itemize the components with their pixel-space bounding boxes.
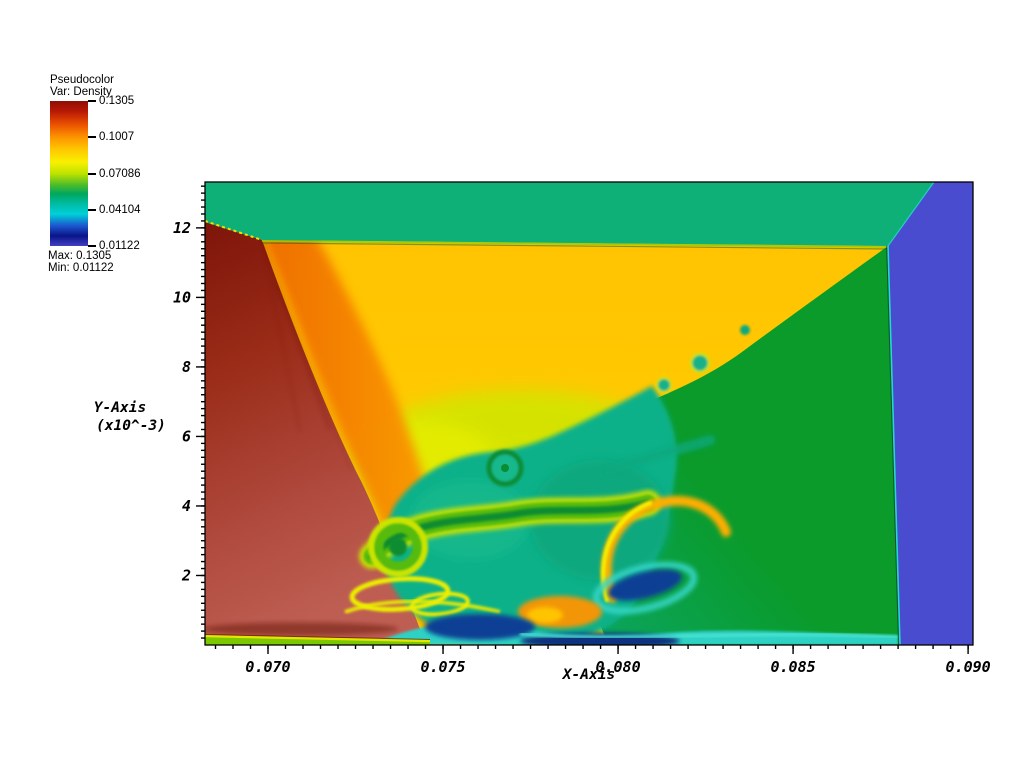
colorbar-tick-label: 0.1305	[99, 95, 135, 107]
legend-title: Pseudocolor	[50, 74, 114, 86]
navy-blob	[425, 614, 535, 640]
y-tick-label: 10	[173, 288, 191, 306]
colorbar-tick-label: 0.1007	[99, 131, 135, 144]
x-tick-label: 0.085	[770, 658, 815, 676]
bottom-wall-layers	[205, 614, 899, 645]
y-axis-title: Y-Axis	[94, 400, 146, 416]
colorbar-tick	[88, 136, 96, 139]
colorbar-tick-label: 0.01122	[99, 240, 140, 252]
colorbar-tick-label: 0.07086	[99, 167, 141, 180]
plot-border	[204, 181, 974, 646]
x-tick-label: 0.090	[946, 658, 991, 676]
colorbar-tick	[88, 245, 96, 247]
dotted-interface-line	[205, 220, 263, 241]
colorbar-tick-label: 0.04104	[99, 203, 141, 216]
y-tick-label: 2	[181, 566, 191, 584]
cyan-shock-edge	[887, 245, 901, 645]
colorbar-tick	[88, 100, 96, 102]
y-tick-label: 8	[182, 358, 191, 376]
region-emerald-band	[205, 182, 934, 246]
axes: 0.070 0.075 0.080 0.085 0.090 2 4 6 8 10 12	[173, 185, 991, 676]
x-tick-label: 0.080	[595, 658, 640, 676]
region-lime-strip	[205, 637, 430, 645]
legend-min-label: Min: 0.01122	[48, 262, 114, 274]
colorbar-tick	[88, 172, 96, 175]
colorbar	[50, 101, 88, 246]
colorbar-tick	[88, 208, 96, 211]
pseudocolor-field	[205, 182, 973, 645]
y-tick-label: 4	[182, 497, 191, 515]
legend-var-label: Var: Density	[50, 86, 112, 98]
y-axis-unit: (x10^-3)	[96, 418, 166, 434]
wedge-shock-streaks	[260, 239, 353, 471]
x-tick-label: 0.075	[420, 658, 465, 676]
legend-max-label: Max: 0.1305	[48, 250, 112, 262]
x-tick-label: 0.070	[245, 658, 290, 676]
x-axis-title: X-Axis	[561, 667, 615, 683]
y-tick-label: 12	[173, 219, 191, 237]
mixing-zone	[344, 325, 750, 645]
y-tick-label: 6	[182, 427, 191, 445]
region-blue-band	[888, 182, 973, 645]
